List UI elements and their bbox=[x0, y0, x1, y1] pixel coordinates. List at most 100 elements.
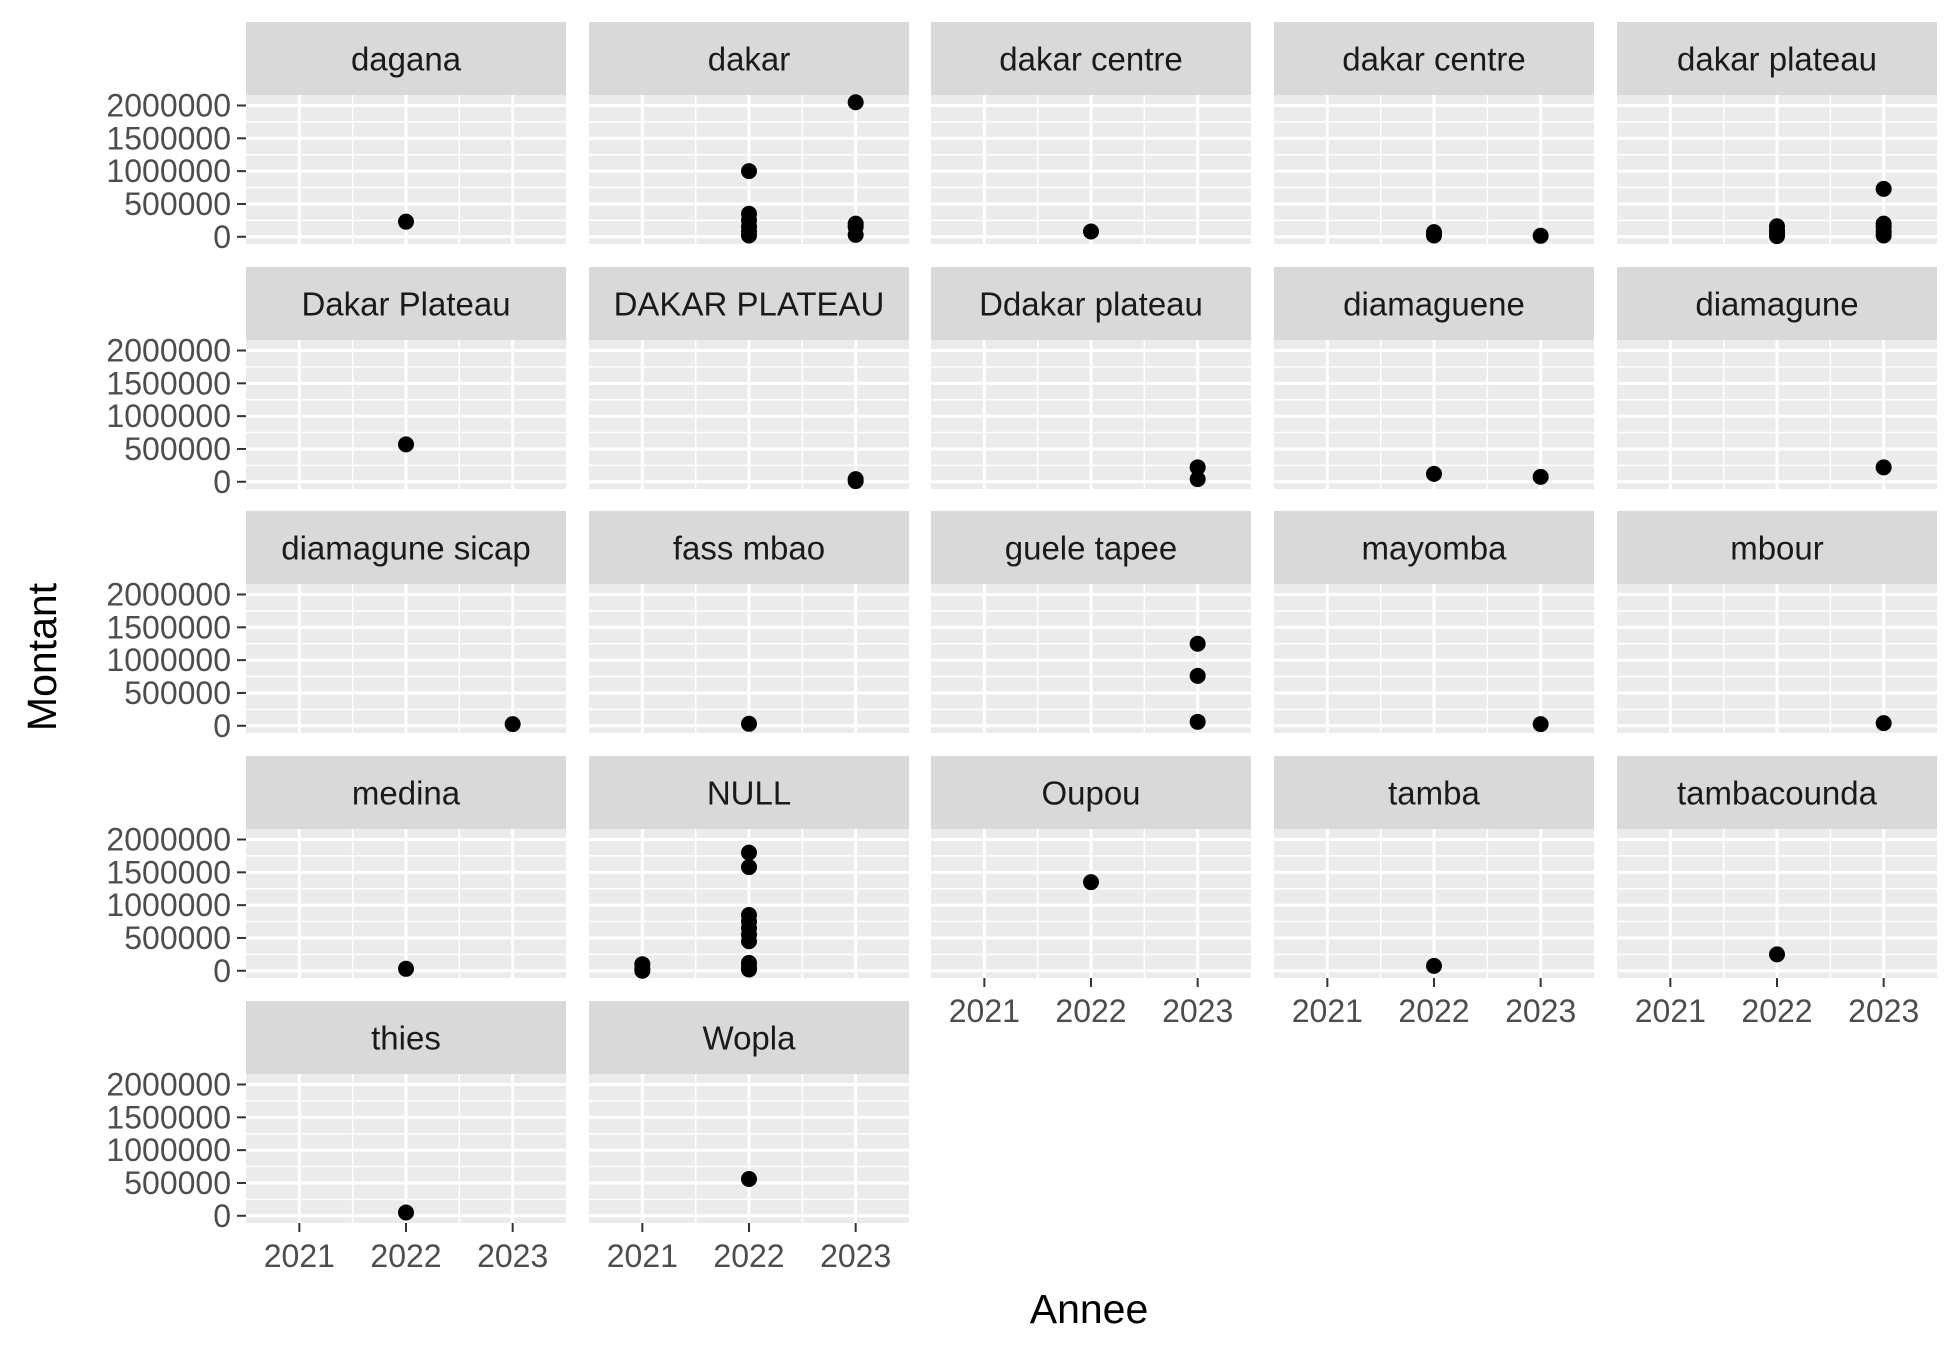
data-point bbox=[741, 961, 757, 978]
facet-strip-label: diamaguene bbox=[1343, 286, 1525, 323]
y-tick-label: 2000000 bbox=[106, 333, 231, 369]
x-tick-label: 2022 bbox=[713, 1238, 784, 1274]
facet-panel: NULL bbox=[589, 756, 909, 979]
data-point bbox=[398, 213, 414, 230]
x-tick-label: 2023 bbox=[477, 1238, 548, 1274]
x-tick-label: 2023 bbox=[820, 1238, 891, 1274]
data-point bbox=[398, 960, 414, 977]
facet-strip bbox=[589, 511, 909, 584]
y-tick-label: 1000000 bbox=[106, 642, 231, 678]
facet-panel: Dakar Plateau 050000010000001500000200000… bbox=[106, 267, 566, 500]
y-tick-label: 2000000 bbox=[106, 88, 231, 124]
data-point bbox=[741, 227, 757, 244]
facet-strip-label: medina bbox=[352, 775, 461, 812]
data-point bbox=[1426, 465, 1442, 482]
facet-panel: dakar bbox=[589, 22, 909, 244]
facet-panel: dakar centre bbox=[931, 22, 1251, 244]
data-point bbox=[741, 859, 757, 876]
data-point bbox=[1875, 227, 1892, 244]
facet-panel: tamba 2021 2022 2023 bbox=[1274, 756, 1594, 1029]
y-tick-label: 2000000 bbox=[106, 822, 231, 858]
data-point bbox=[398, 436, 414, 453]
facet-strip-label: diamagune bbox=[1695, 286, 1858, 323]
facet-panel: diamagune bbox=[1617, 267, 1937, 489]
x-tick-label: 2021 bbox=[264, 1238, 335, 1274]
y-tick-label: 1500000 bbox=[106, 854, 231, 890]
x-tick-label: 2023 bbox=[1848, 993, 1919, 1029]
y-axis-title: Montant bbox=[19, 582, 65, 731]
x-tick-label: 2022 bbox=[1741, 993, 1812, 1029]
y-tick-label: 0 bbox=[213, 1198, 231, 1234]
data-point bbox=[1189, 713, 1206, 730]
data-point bbox=[741, 1171, 757, 1188]
data-point bbox=[1875, 459, 1892, 476]
facet-strip-label: diamagune sicap bbox=[281, 530, 531, 567]
data-point bbox=[1532, 716, 1549, 733]
data-point bbox=[1189, 471, 1206, 488]
data-point bbox=[1189, 667, 1206, 684]
facet-strip-label: tambacounda bbox=[1677, 775, 1878, 812]
data-point bbox=[504, 716, 521, 733]
x-tick-label: 2023 bbox=[1505, 993, 1576, 1029]
facet-strip-label: Wopla bbox=[703, 1020, 797, 1057]
facet-strip bbox=[589, 267, 909, 340]
facet-strip bbox=[589, 1001, 909, 1074]
y-tick-label: 1500000 bbox=[106, 609, 231, 645]
facet-strip bbox=[1617, 267, 1937, 340]
x-tick-label: 2022 bbox=[1398, 993, 1469, 1029]
facet-strip bbox=[931, 267, 1251, 340]
x-tick-label: 2021 bbox=[607, 1238, 678, 1274]
facet-panel: dakar plateau bbox=[1617, 22, 1937, 245]
facet-strip-label: NULL bbox=[707, 775, 791, 812]
y-tick-label: 500000 bbox=[124, 1165, 231, 1201]
facet-strip-label: Ddakar plateau bbox=[979, 286, 1203, 323]
facet-strip-label: Dakar Plateau bbox=[301, 286, 510, 323]
facet-strip bbox=[1274, 511, 1594, 584]
facet-strip bbox=[246, 1001, 566, 1074]
x-tick-label: 2021 bbox=[1292, 993, 1363, 1029]
data-point bbox=[1769, 946, 1785, 963]
x-tick-label: 2022 bbox=[370, 1238, 441, 1274]
y-tick-label: 0 bbox=[213, 464, 231, 500]
data-point bbox=[1426, 957, 1442, 974]
data-point bbox=[1532, 227, 1549, 244]
facet-panel: mbour bbox=[1617, 511, 1937, 733]
facet-strip bbox=[1274, 756, 1594, 829]
y-tick-label: 1500000 bbox=[106, 1099, 231, 1135]
facet-panel: mayomba bbox=[1274, 511, 1594, 733]
y-tick-label: 2000000 bbox=[106, 1067, 231, 1103]
data-point bbox=[1875, 180, 1892, 197]
facet-strip-label: Oupou bbox=[1041, 775, 1140, 812]
data-point bbox=[1189, 459, 1206, 476]
y-tick-label: 500000 bbox=[124, 186, 231, 222]
facet-strip-label: mbour bbox=[1730, 530, 1824, 567]
data-point bbox=[741, 933, 757, 950]
facet-panel: diamaguene bbox=[1274, 267, 1594, 489]
facet-strip bbox=[1617, 22, 1937, 95]
facet-panel: fass mbao bbox=[589, 511, 909, 733]
facet-strip bbox=[931, 511, 1251, 584]
facet-strip-label: mayomba bbox=[1362, 530, 1508, 567]
data-point bbox=[847, 94, 864, 111]
y-tick-label: 1000000 bbox=[106, 1132, 231, 1168]
facet-strip-label: dagana bbox=[351, 41, 462, 78]
facet-panel: DAKAR PLATEAU bbox=[589, 267, 909, 490]
facet-strip-label: DAKAR PLATEAU bbox=[614, 286, 885, 323]
y-tick-label: 0 bbox=[213, 219, 231, 255]
facet-strip-label: dakar centre bbox=[999, 41, 1182, 78]
facet-strip-label: guele tapee bbox=[1005, 530, 1178, 567]
data-point bbox=[741, 715, 757, 732]
x-tick-label: 2021 bbox=[1635, 993, 1706, 1029]
y-tick-label: 2000000 bbox=[106, 577, 231, 613]
y-tick-label: 0 bbox=[213, 953, 231, 989]
y-tick-label: 500000 bbox=[124, 431, 231, 467]
facet-panel: Ddakar plateau bbox=[931, 267, 1251, 489]
facet-strip bbox=[246, 267, 566, 340]
facet-strip bbox=[589, 22, 909, 95]
data-point bbox=[1875, 715, 1892, 732]
y-tick-label: 1500000 bbox=[106, 365, 231, 401]
y-tick-label: 1000000 bbox=[106, 887, 231, 923]
facet-strip-label: thies bbox=[371, 1020, 441, 1057]
